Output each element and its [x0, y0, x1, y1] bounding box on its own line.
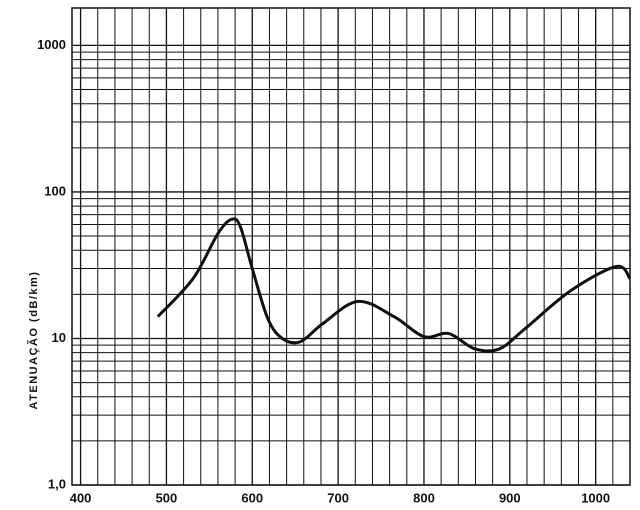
x-tick-label: 500	[156, 490, 178, 505]
x-tick-label: 700	[327, 490, 349, 505]
y-tick-label: 1000	[37, 37, 66, 52]
x-tick-label: 600	[241, 490, 263, 505]
y-tick-label: 100	[44, 183, 66, 198]
x-tick-label: 900	[499, 490, 521, 505]
y-tick-label: 10	[52, 330, 66, 345]
y-axis-label: ATENUAÇÃO (dB/km)	[27, 271, 40, 410]
y-tick-label: 1,0	[48, 476, 66, 491]
x-tick-label: 400	[70, 490, 92, 505]
x-tick-label: 1000	[581, 490, 610, 505]
attenuation-curve	[156, 217, 632, 353]
plot-frame	[71, 7, 631, 486]
x-tick-label: 800	[413, 490, 435, 505]
